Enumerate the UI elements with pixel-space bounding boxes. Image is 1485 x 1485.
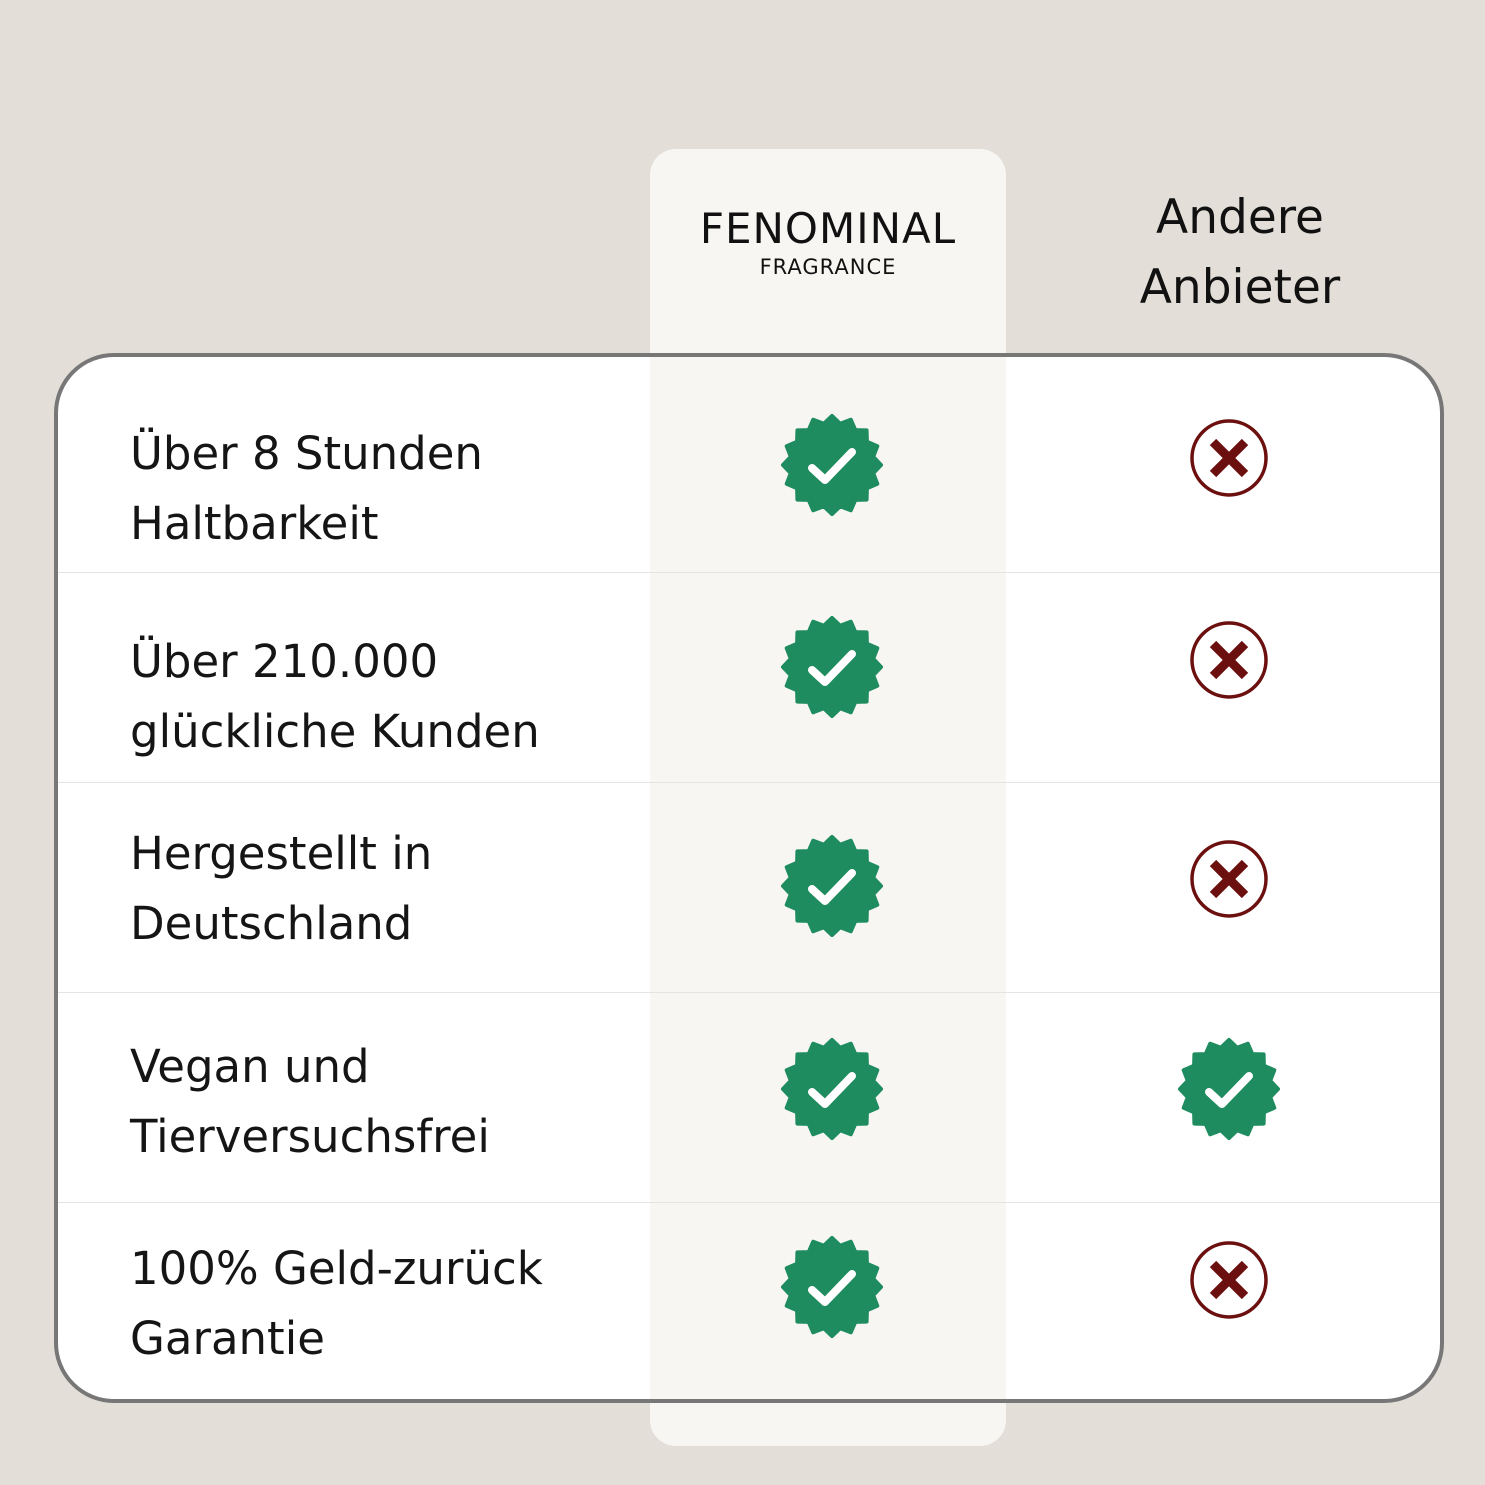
check-badge-icon <box>777 612 887 726</box>
check-badge-icon <box>777 831 887 945</box>
other-line2: Anbieter <box>1139 260 1341 315</box>
feature-label: Hergestellt in Deutschland <box>130 819 432 959</box>
cross-circle-icon <box>1188 838 1270 924</box>
feature-line2: Deutschland <box>130 897 413 950</box>
cross-circle-icon <box>1188 619 1270 705</box>
table-row: Vegan und Tierversuchsfrei <box>58 992 1440 1203</box>
other-providers-header: Andere Anbieter <box>1090 183 1390 323</box>
feature-line1: Vegan und <box>130 1040 370 1093</box>
feature-line2: Tierversuchsfrei <box>130 1110 490 1163</box>
feature-line2: glückliche Kunden <box>130 705 540 758</box>
comparison-table: Über 8 Stunden Haltbarkeit Über 210.000 glü… <box>54 353 1444 1403</box>
other-line1: Andere <box>1156 190 1324 245</box>
feature-label: Vegan und Tierversuchsfrei <box>130 1032 490 1172</box>
check-badge-icon <box>1174 1034 1284 1148</box>
check-badge-icon <box>777 1232 887 1346</box>
feature-label: Über 8 Stunden Haltbarkeit <box>130 419 483 559</box>
table-row: Über 8 Stunden Haltbarkeit <box>58 357 1440 573</box>
feature-line2: Garantie <box>130 1312 325 1365</box>
table-row: 100% Geld-zurück Garantie <box>58 1202 1440 1399</box>
feature-line1: 100% Geld-zurück <box>130 1242 543 1295</box>
table-row: Hergestellt in Deutschland <box>58 782 1440 993</box>
feature-line2: Haltbarkeit <box>130 497 379 550</box>
feature-line1: Über 210.000 <box>130 635 439 688</box>
cross-circle-icon <box>1188 417 1270 503</box>
table-row: Über 210.000 glückliche Kunden <box>58 572 1440 783</box>
feature-line1: Über 8 Stunden <box>130 427 483 480</box>
brand-name: FENOMINAL <box>699 204 957 253</box>
brand-logo: FENOMINAL FRAGRANCE <box>650 204 1006 280</box>
check-badge-icon <box>777 1034 887 1148</box>
brand-sub: FRAGRANCE <box>759 255 897 279</box>
feature-label: Über 210.000 glückliche Kunden <box>130 627 540 767</box>
check-badge-icon <box>777 410 887 524</box>
feature-label: 100% Geld-zurück Garantie <box>130 1234 543 1374</box>
cross-circle-icon <box>1188 1239 1270 1325</box>
feature-line1: Hergestellt in <box>130 827 433 880</box>
